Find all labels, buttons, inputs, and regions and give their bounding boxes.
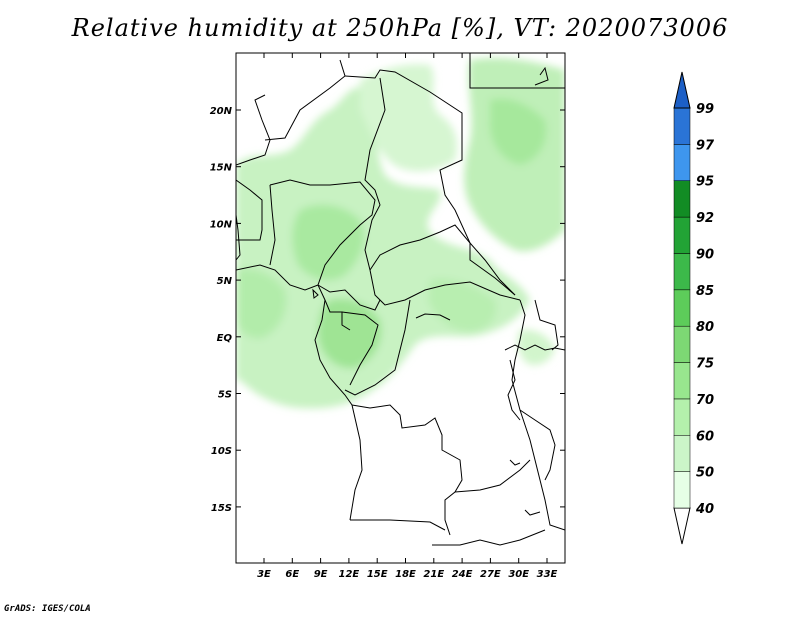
humidity-area-central (292, 204, 365, 281)
legend-label: 97 (696, 138, 715, 153)
lat-tick-label: 15S (211, 503, 232, 514)
country-borders (236, 53, 565, 546)
latitude-axis: 20N 15N 10N 5N EQ 5S 10S 15S (210, 106, 565, 514)
lake-outline (509, 459, 521, 466)
island-outline (312, 288, 319, 299)
border-line (534, 299, 559, 351)
lon-tick-label: 30E (508, 569, 529, 580)
lon-tick-label: 12E (339, 569, 360, 580)
border-line (364, 77, 386, 271)
lon-tick-label: 15E (367, 569, 388, 580)
coastline (314, 299, 363, 521)
border-line (341, 311, 379, 386)
border-line (236, 179, 263, 241)
legend-label: 95 (696, 175, 714, 190)
legend-swatch (673, 362, 691, 400)
legend-swatch (673, 180, 691, 218)
lat-tick-label: 20N (210, 106, 233, 117)
river-outline (415, 313, 451, 321)
lake-outline (507, 359, 521, 421)
border-line (344, 69, 516, 296)
lon-tick-label: 27E (480, 569, 501, 580)
border-line (317, 284, 381, 311)
map-frame (235, 52, 566, 564)
legend-label: 50 (696, 466, 714, 481)
legend-low-triangle (673, 507, 691, 545)
coastline (236, 214, 241, 261)
border-line (369, 269, 521, 306)
legend-swatch (673, 398, 691, 436)
border-line (344, 299, 411, 396)
border-line (269, 179, 376, 286)
lake-outline (524, 509, 541, 516)
lat-tick-label: 15N (210, 163, 233, 174)
lake-outline (534, 66, 549, 86)
border-line (269, 184, 276, 266)
lat-tick-label: 10S (211, 446, 232, 457)
humidity-area-southeast (517, 329, 555, 366)
legend-label: 75 (696, 357, 714, 372)
lat-tick-label: 5S (218, 390, 232, 401)
legend-swatch (673, 144, 691, 181)
border-line (369, 224, 516, 296)
humidity-shading (236, 58, 565, 409)
border-line (264, 59, 346, 141)
legend-swatch (673, 435, 691, 472)
border-line (236, 94, 271, 166)
credit-label: GrADS: IGES/COLA (4, 604, 91, 614)
legend-swatch (673, 107, 691, 145)
lon-tick-label: 21E (423, 569, 444, 580)
border-line (469, 53, 565, 89)
legend-swatch (673, 216, 691, 254)
legend-label: 90 (696, 247, 714, 262)
humidity-area-congo (318, 298, 382, 369)
lon-tick-label: 33E (537, 569, 558, 580)
map-title: Relative humidity at 250hPa [%], VT: 202… (71, 14, 729, 42)
humidity-area-north (360, 64, 457, 172)
humidity-area-east-core (489, 98, 547, 165)
border-line (454, 459, 531, 493)
lat-tick-label: 5N (217, 276, 233, 287)
lake-outline (519, 409, 556, 481)
border-line (351, 404, 463, 536)
lon-tick-label: 6E (285, 569, 299, 580)
legend-high-triangle (673, 71, 691, 109)
lon-tick-label: 24E (452, 569, 473, 580)
legend-label: 60 (696, 429, 714, 444)
lat-tick-label: EQ (217, 333, 233, 344)
color-legend: 40 50 60 70 75 80 85 90 92 95 97 99 (673, 71, 715, 545)
border-line (236, 264, 351, 331)
lon-tick-label: 3E (257, 569, 271, 580)
longitude-axis: 3E 6E 9E 12E 15E 18E 21E 24E 27E 30E 33E (257, 53, 558, 580)
lat-tick-label: 10N (210, 219, 233, 230)
legend-label: 40 (695, 502, 714, 517)
lon-tick-label: 18E (395, 569, 416, 580)
lon-tick-label: 9E (314, 569, 328, 580)
legend-swatch (673, 253, 691, 291)
border-line (432, 529, 546, 546)
legend-swatch (673, 471, 691, 509)
legend-label: 80 (696, 320, 714, 335)
legend-swatch (673, 325, 691, 363)
legend-label: 99 (696, 102, 714, 117)
humidity-area-east-band (428, 278, 497, 332)
legend-label: 85 (696, 284, 714, 299)
legend-label: 70 (696, 393, 714, 408)
humidity-area-gulf (236, 268, 287, 339)
legend-label: 92 (696, 211, 714, 226)
border-line (511, 299, 565, 531)
legend-swatch (673, 289, 691, 327)
border-line (350, 519, 446, 531)
